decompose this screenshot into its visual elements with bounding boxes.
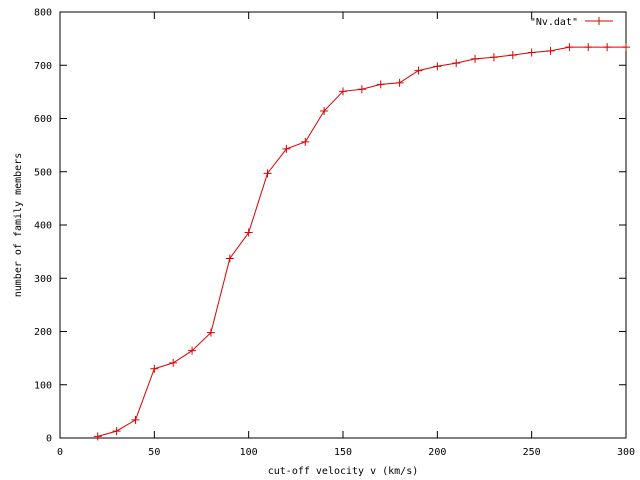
x-tick-label: 150 — [334, 447, 352, 458]
series-line — [97, 46, 626, 437]
data-point — [376, 80, 385, 89]
data-point — [546, 46, 555, 55]
x-tick-label: 250 — [523, 447, 541, 458]
data-point — [282, 144, 291, 153]
data-point — [320, 107, 329, 116]
plot-frame — [59, 11, 627, 439]
data-point — [131, 415, 140, 424]
data-point — [584, 43, 593, 52]
data-point — [263, 169, 272, 178]
legend-label: "Nv.dat" — [530, 17, 578, 28]
data-point — [112, 427, 121, 436]
data-point — [339, 87, 347, 96]
y-tick-label: 100 — [34, 380, 52, 391]
data-point — [169, 358, 178, 367]
y-tick-label: 700 — [34, 61, 52, 72]
y-tick-label: 200 — [34, 327, 52, 338]
data-point — [188, 346, 197, 355]
data-point — [150, 364, 159, 373]
legend-marker — [595, 17, 603, 25]
y-tick-label: 300 — [34, 274, 52, 285]
data-point — [244, 228, 253, 237]
data-point — [452, 59, 461, 68]
data-point — [508, 51, 517, 60]
axis-ticks — [59, 11, 627, 439]
data-point — [471, 54, 480, 63]
data-point — [433, 62, 442, 71]
data-point — [489, 53, 498, 62]
legend: "Nv.dat" — [530, 17, 613, 28]
data-point — [225, 254, 234, 263]
data-point — [93, 432, 102, 441]
data-point — [395, 78, 404, 87]
data-point — [622, 43, 630, 52]
y-tick-label: 400 — [34, 221, 52, 232]
series-group — [93, 43, 630, 441]
x-axis-title: cut-off velocity v (km/s) — [268, 466, 419, 477]
y-tick-label: 600 — [34, 114, 52, 125]
data-point — [414, 66, 423, 75]
x-tick-label: 300 — [617, 447, 635, 458]
data-point — [301, 137, 310, 146]
x-tick-label: 0 — [57, 447, 63, 458]
data-point — [565, 43, 574, 52]
data-point — [357, 85, 366, 94]
y-tick-label: 0 — [46, 434, 52, 445]
x-tick-label: 50 — [148, 447, 160, 458]
x-tick-label: 200 — [428, 447, 446, 458]
data-point — [206, 328, 215, 337]
y-axis-title: number of family members — [13, 153, 24, 298]
y-tick-label: 500 — [34, 167, 52, 178]
y-tick-label: 800 — [34, 8, 52, 19]
axis-tick-labels: 0 50 100 150 200 250 300 0 100 200 300 400 500 600 700… — [34, 8, 635, 459]
x-tick-label: 100 — [240, 447, 258, 458]
data-point — [603, 43, 612, 52]
data-point — [527, 48, 536, 57]
